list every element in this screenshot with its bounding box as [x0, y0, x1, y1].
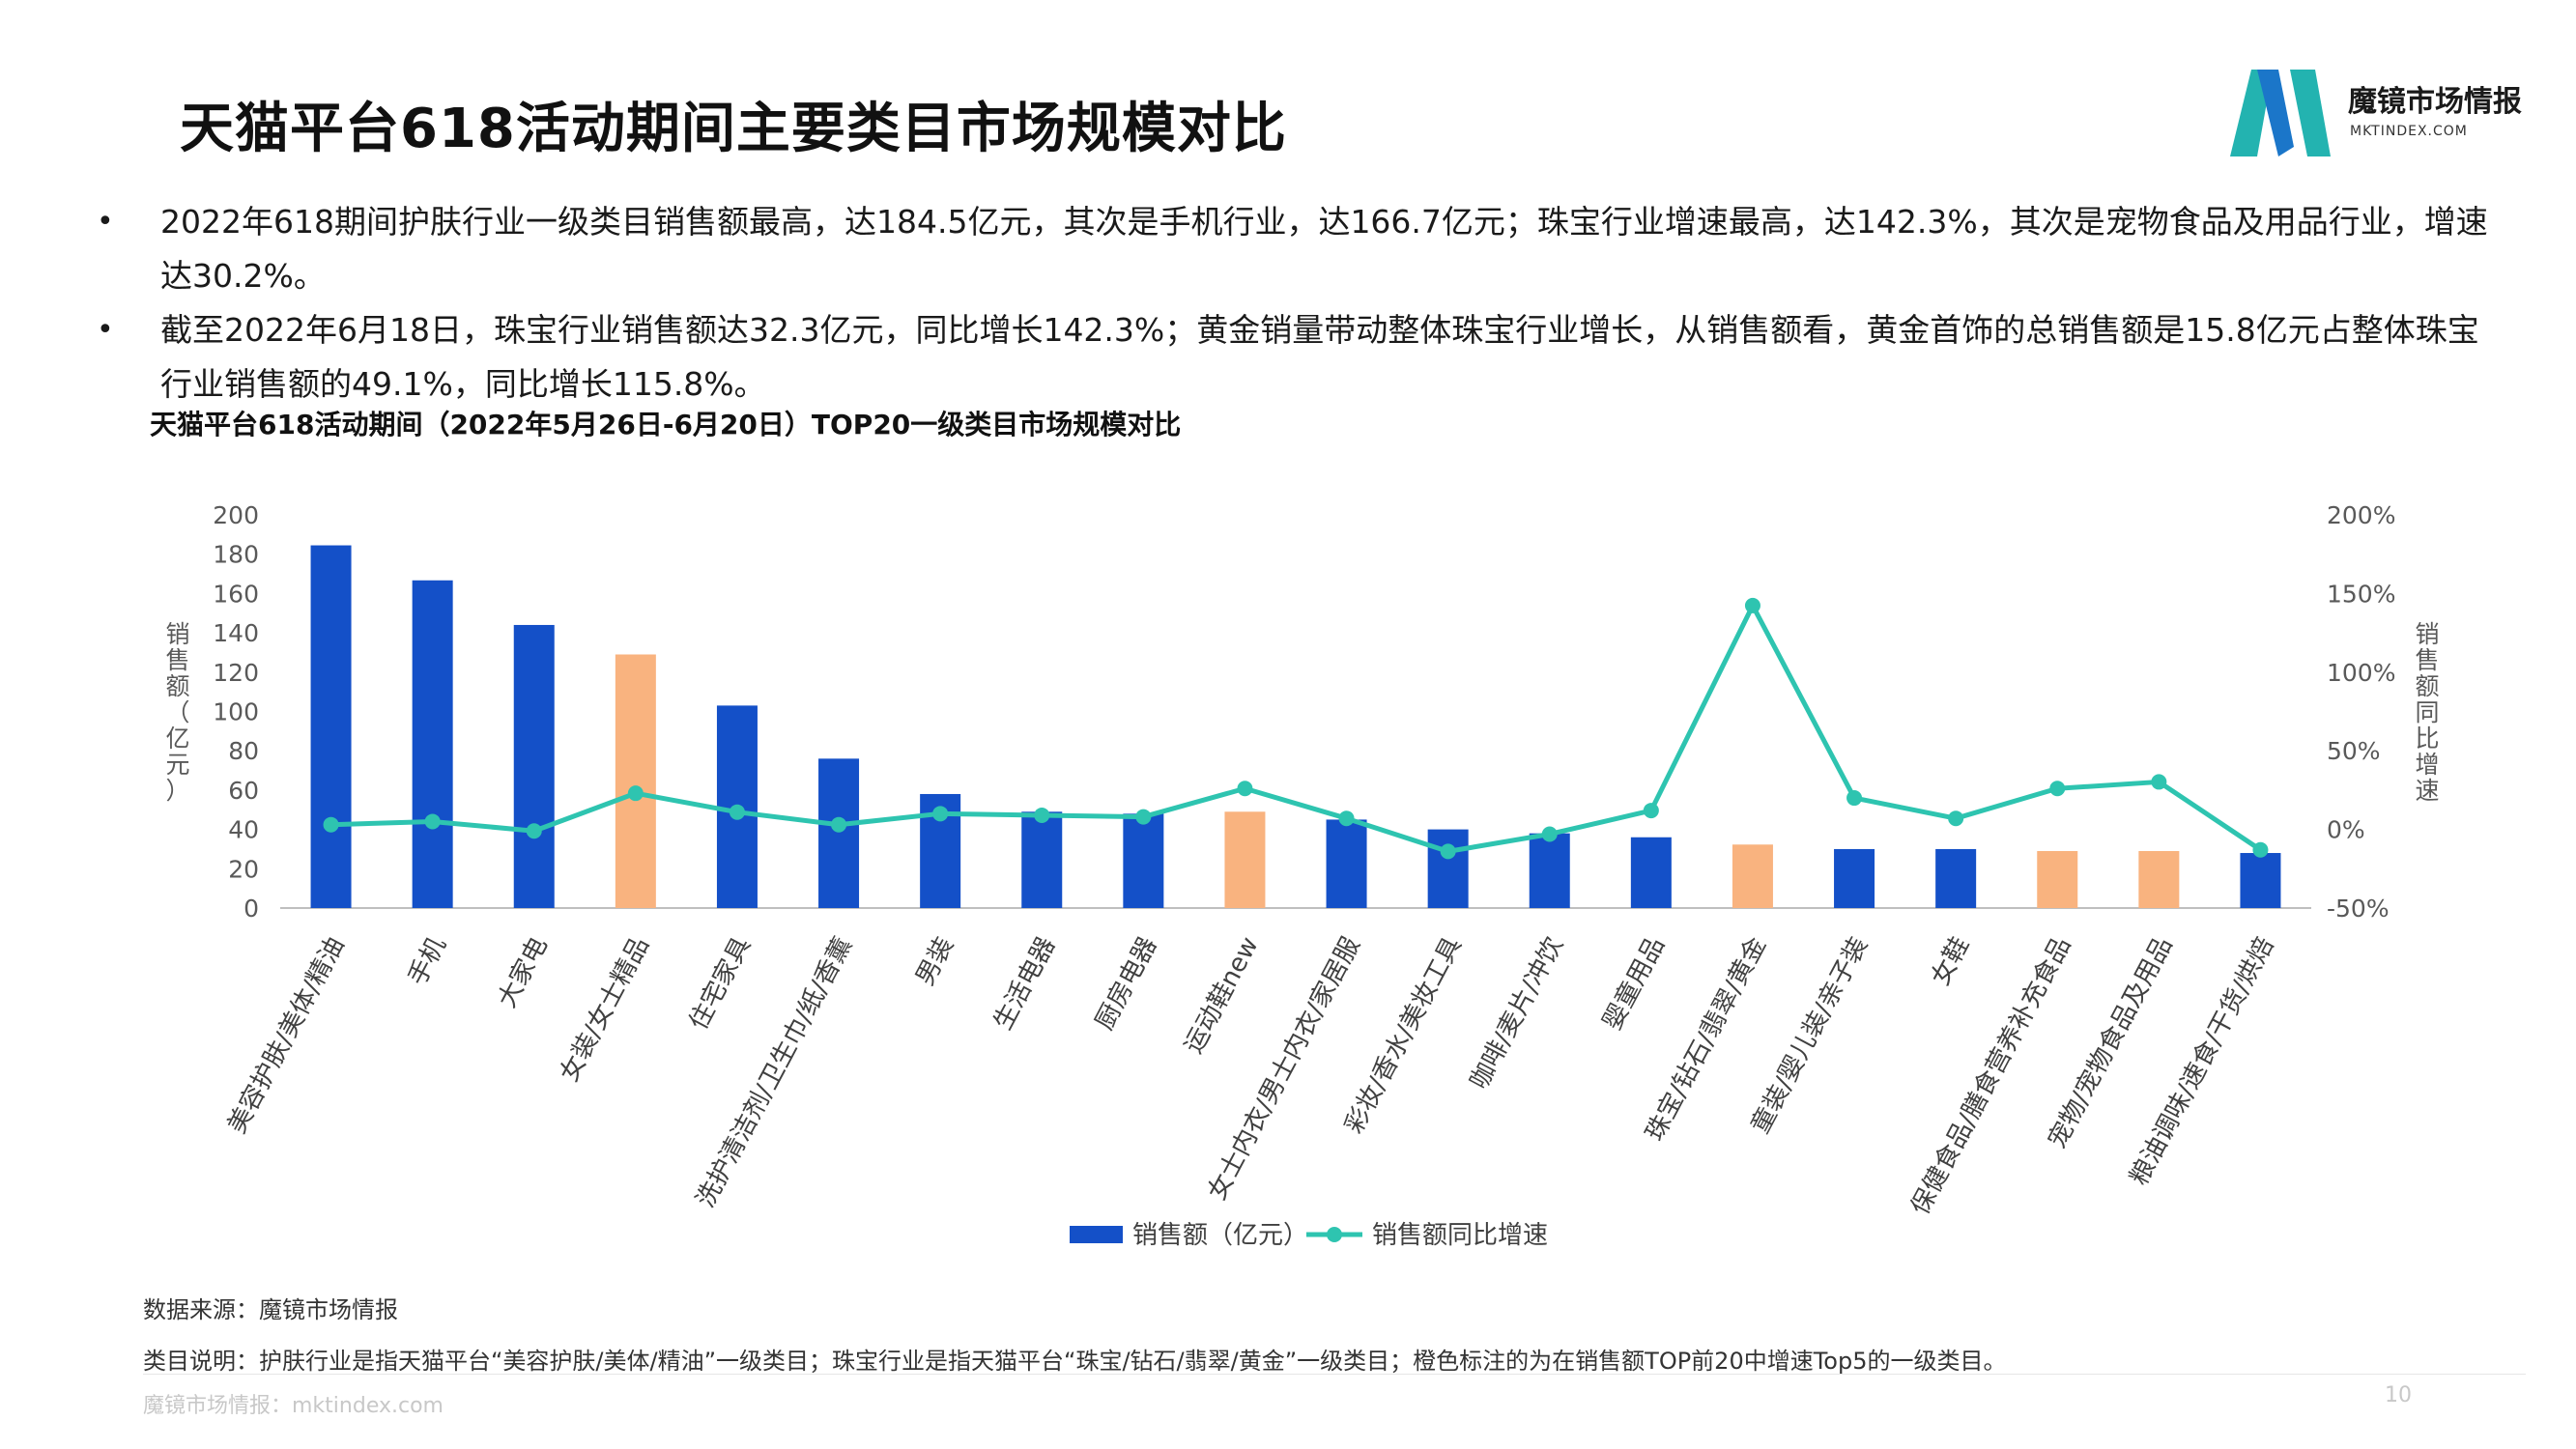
x-axis-category-label: 彩妆/香水/美妆工具: [1339, 932, 1467, 1138]
page-number: 10: [2385, 1383, 2412, 1407]
bar-6: [818, 758, 860, 908]
legend-line-marker: [1327, 1227, 1342, 1242]
growth-point-1: [323, 816, 339, 833]
y-axis-tick-label: 40: [228, 816, 259, 844]
y-axis-tick-label: 0: [243, 895, 259, 923]
growth-point-20: [2252, 841, 2269, 858]
bullet-item-1: • 2022年618期间护肤行业一级类目销售额最高，达184.5亿元，其次是手机…: [93, 195, 2489, 303]
growth-point-5: [729, 804, 745, 820]
bullet-text-2: 截至2022年6月18日，珠宝行业销售额达32.3亿元，同比增长142.3%；黄…: [160, 311, 2479, 403]
y2-axis-title: 销售额同比增速: [2415, 620, 2439, 805]
bar-15: [1732, 844, 1773, 908]
x-axis-category-label: 运动鞋new: [1179, 932, 1264, 1058]
footer-site: 魔镜市场情报：mktindex.com: [143, 1394, 444, 1418]
y2-axis-tick-label: 150%: [2327, 580, 2395, 608]
growth-point-2: [424, 813, 441, 830]
summary-bullets: • 2022年618期间护肤行业一级类目销售额最高，达184.5亿元，其次是手机…: [93, 195, 2489, 412]
growth-point-13: [1541, 826, 1558, 842]
bar-2: [412, 580, 453, 908]
chart-title: 天猫平台618活动期间（2022年5月26日-6月20日）TOP20一级类目市场…: [150, 409, 1182, 440]
x-axis-category-label: 美容护肤/美体/精油: [222, 932, 350, 1138]
logo-m-icon: [2230, 70, 2331, 156]
footer-divider: [143, 1374, 2526, 1375]
growth-point-18: [2049, 781, 2066, 797]
x-axis-category-label: 女装/女士精品: [555, 932, 655, 1087]
y-axis-tick-label: 160: [213, 580, 259, 608]
bar-16: [1834, 848, 1875, 908]
growth-point-9: [1135, 809, 1152, 825]
bar-9: [1123, 813, 1164, 908]
y-axis-tick-label: 20: [228, 855, 259, 883]
bar-20: [2240, 853, 2281, 908]
legend-bar-swatch: [1070, 1226, 1123, 1243]
bar-1: [310, 545, 352, 908]
bar-4: [615, 654, 656, 908]
y-axis-tick-label: 140: [213, 619, 259, 647]
logo-left-stroke: [2230, 70, 2273, 156]
growth-point-10: [1237, 781, 1253, 797]
bar-3: [513, 624, 555, 908]
growth-point-11: [1338, 810, 1355, 827]
bar-18: [2037, 850, 2078, 908]
bullet-dot: •: [97, 205, 114, 239]
growth-point-6: [831, 816, 847, 833]
growth-point-8: [1034, 807, 1050, 823]
category-note: 类目说明：护肤行业是指天猫平台“美容护肤/美体/精油”一级类目；珠宝行业是指天猫…: [143, 1348, 2007, 1375]
x-axis-category-label: 婴童用品: [1598, 932, 1671, 1035]
y2-axis-tick-label: 50%: [2327, 737, 2381, 765]
legend-bar-label: 销售额（亿元）: [1132, 1221, 1308, 1250]
x-axis-category-label: 住宅家具: [684, 932, 757, 1035]
growth-point-12: [1440, 843, 1456, 860]
x-axis-category-label: 女鞋: [1926, 932, 1975, 990]
growth-point-4: [627, 785, 644, 802]
y2-axis-tick-label: 0%: [2327, 816, 2365, 844]
bar-17: [1935, 848, 1977, 908]
bar-10: [1224, 811, 1266, 908]
x-axis-category-label: 厨房电器: [1090, 932, 1162, 1035]
x-axis-category-label: 童装/婴儿装/亲子装: [1746, 932, 1874, 1138]
x-axis-category-label: 大家电: [493, 932, 554, 1012]
combo-chart: 0 20 40 60 80 100 120 140 160 180 200 -50% 0% 50% 100%…: [165, 501, 2439, 1250]
logo-name: 魔镜市场情报: [2348, 85, 2522, 119]
bullet-item-2: • 截至2022年6月18日，珠宝行业销售额达32.3亿元，同比增长142.3%…: [93, 303, 2489, 412]
bullet-text-1: 2022年618期间护肤行业一级类目销售额最高，达184.5亿元，其次是手机行业…: [160, 203, 2488, 295]
growth-point-16: [1846, 790, 1863, 807]
x-axis-category-label: 生活电器: [988, 932, 1061, 1035]
bar-12: [1427, 829, 1469, 908]
bar-8: [1021, 811, 1063, 908]
growth-point-3: [526, 823, 542, 839]
y-axis-tick-label: 120: [213, 659, 259, 687]
y-axis-tick-label: 60: [228, 777, 259, 805]
y-axis-title: 销售额（亿元）: [165, 620, 189, 805]
growth-point-14: [1643, 803, 1659, 819]
bar-13: [1529, 833, 1570, 908]
y-axis-tick-label: 80: [228, 737, 259, 765]
y2-axis-tick-label: 200%: [2327, 501, 2395, 529]
logo-domain: MKTINDEX.COM: [2350, 124, 2468, 139]
y2-axis-tick-label: -50%: [2327, 895, 2390, 923]
y2-axis-tick-label: 100%: [2327, 659, 2395, 687]
x-axis-category-label: 手机: [403, 932, 452, 990]
logo-right-stroke: [2290, 70, 2331, 156]
logo-middle-stroke: [2257, 70, 2294, 156]
y-axis-tick-label: 180: [213, 541, 259, 569]
x-axis-category-label: 咖啡/麦片/冲饮: [1465, 932, 1569, 1094]
y-axis-tick-label: 100: [213, 698, 259, 726]
legend-line-label: 销售额同比增速: [1372, 1221, 1548, 1250]
y-axis-tick-label: 200: [213, 501, 259, 529]
bullet-dot: •: [97, 313, 114, 347]
growth-line: [330, 603, 2262, 854]
growth-point-7: [932, 806, 949, 822]
page-title: 天猫平台618活动期间主要类目市场规模对比: [180, 98, 1287, 160]
bar-14: [1630, 837, 1672, 908]
bar-11: [1326, 819, 1367, 908]
growth-point-19: [2151, 774, 2167, 790]
bar-19: [2138, 850, 2180, 908]
growth-point-15: [1744, 597, 1760, 613]
source-note: 数据来源：魔镜市场情报: [143, 1296, 398, 1323]
brand-logo: 魔镜市场情报 MKTINDEX.COM: [2222, 60, 2541, 166]
growth-point-17: [1948, 810, 1964, 827]
x-axis-category-label: 男装: [910, 932, 959, 990]
